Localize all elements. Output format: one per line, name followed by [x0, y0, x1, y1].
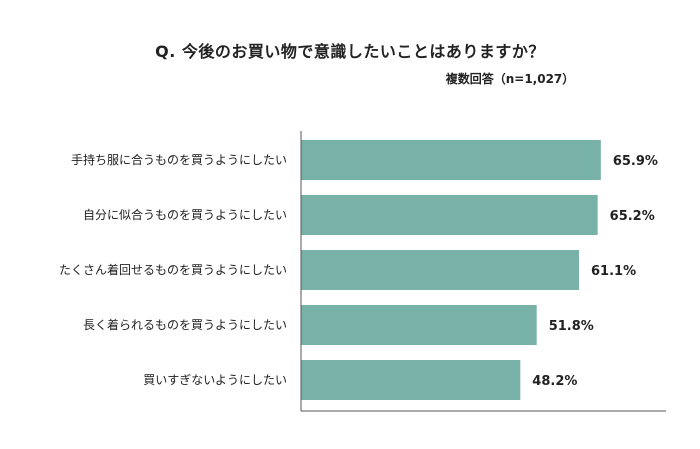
bar: [301, 360, 521, 400]
value-label: 65.2%: [610, 209, 655, 224]
chart-subtitle: 複数回答（n=1,027）: [445, 72, 575, 86]
bar: [301, 250, 580, 290]
category-label: 手持ち服に合うものを買うようにしたい: [71, 152, 287, 167]
value-label: 65.9%: [613, 154, 658, 169]
bar: [301, 140, 601, 180]
category-label: たくさん着回せるものを買うようにしたい: [59, 262, 287, 277]
category-label: 長く着られるものを買うようにしたい: [83, 317, 287, 332]
value-label: 48.2%: [532, 374, 577, 389]
chart-title: Q. 今後のお買い物で意識したいことはありますか？: [155, 42, 545, 61]
value-label: 51.8%: [549, 319, 594, 334]
category-label: 買いすぎないようにしたい: [143, 373, 287, 387]
bar: [301, 305, 537, 345]
bar: [301, 195, 598, 235]
value-label: 61.1%: [591, 264, 636, 279]
category-label: 自分に似合うものを買うようにしたい: [83, 207, 287, 222]
